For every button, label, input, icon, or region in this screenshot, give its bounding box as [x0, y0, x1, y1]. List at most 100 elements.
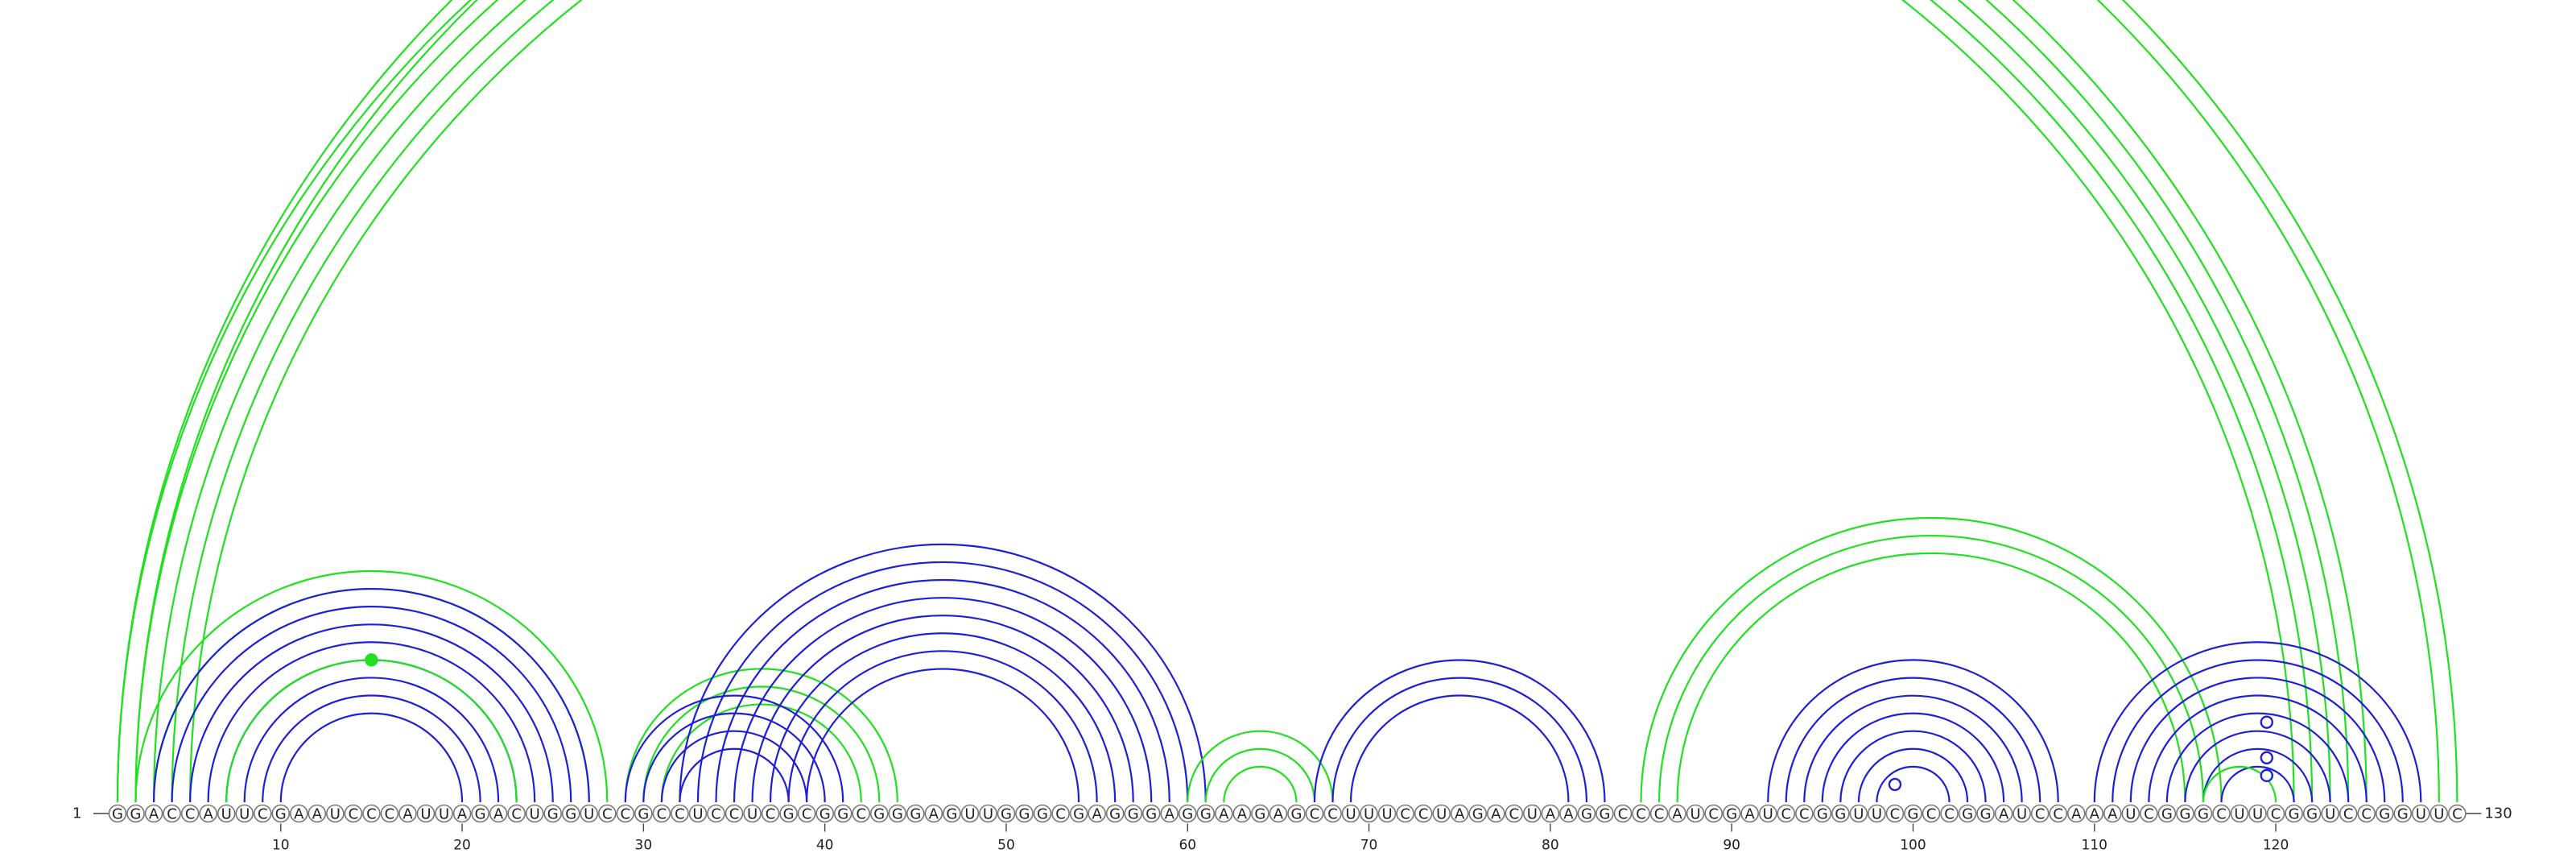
arc-green-85-117 [1640, 516, 2223, 803]
nucleotide-letter: U [1690, 806, 1701, 823]
nucleotide-59: A [1160, 804, 1179, 823]
nucleotide-127: G [2393, 804, 2413, 823]
arc-green-1-125 [116, 0, 2368, 803]
arc-blue-69-81 [1349, 694, 1570, 803]
nucleotide-23: C [507, 804, 526, 823]
arc-blue-36-57 [751, 615, 1134, 803]
nucleotide-circle [1523, 804, 1542, 823]
nucleotide-circle [1740, 804, 1759, 823]
nucleotide-93: C [1777, 804, 1796, 823]
nucleotide-60: G [1178, 804, 1197, 823]
nucleotide-circle [1813, 804, 1832, 823]
nucleotide-circle [1196, 804, 1216, 823]
nucleotide-circle [2085, 804, 2104, 823]
nucleotide-letter: C [621, 806, 631, 823]
nucleotide-letter: G [2306, 806, 2318, 823]
nucleotide-circle [1958, 804, 1977, 823]
tick-10: 10 [272, 823, 290, 854]
nucleotide-128: U [2412, 804, 2430, 823]
nucleotide-letter: G [837, 806, 848, 823]
nucleotide-circle [1922, 804, 1941, 823]
nucleotide-circle [2066, 804, 2086, 823]
nucleotide-circle [924, 804, 943, 823]
nucleotide-circle [671, 804, 689, 823]
nucleotide-circle [1831, 804, 1850, 823]
nucleotide-circle [1758, 804, 1777, 823]
arc-blue-37-56 [769, 632, 1117, 803]
nucleotide-circle [308, 804, 327, 823]
nucleotide-26: G [561, 804, 580, 823]
nucleotide-letter: U [584, 806, 594, 823]
nucleotide-circle [1649, 804, 1669, 823]
marker-5 [2260, 768, 2274, 783]
nucleotide-circle [507, 804, 526, 823]
nucleotide-letter: C [1944, 806, 1955, 823]
nucleotide-circle [1940, 804, 1959, 823]
nucleotide-letter: U [2125, 806, 2136, 823]
nucleotide-circle [2375, 804, 2394, 823]
nucleotide-letter: C [1708, 806, 1719, 823]
nucleotide-letter: A [1745, 806, 1756, 823]
nucleotide-72: C [1396, 804, 1414, 823]
nucleotide-letter: A [457, 806, 468, 823]
tick-90: 90 [1723, 823, 1740, 854]
nucleotide-circle [997, 804, 1016, 823]
nucleotide-circle [1377, 804, 1397, 823]
nucleotide-6: A [199, 804, 217, 823]
nucleotide-45: G [906, 804, 925, 823]
nucleotide-letter: G [1907, 806, 1918, 823]
nucleotide-circle [1287, 804, 1306, 823]
tick-110: 110 [2082, 823, 2107, 854]
nucleotide-letter: C [511, 806, 522, 823]
nucleotide-53: C [1051, 804, 1070, 823]
nucleotide-82: G [1577, 804, 1596, 823]
nucleotide-74: U [1432, 804, 1451, 823]
tick-label: 10 [272, 838, 290, 854]
nucleotide-letter: C [258, 806, 268, 823]
nucleotide-37: C [761, 804, 780, 823]
nucleotide-58: G [1141, 804, 1161, 823]
nucleotide-letter: A [294, 806, 304, 823]
nucleotide-letter: A [2071, 806, 2082, 823]
nucleotide-circle [1505, 804, 1524, 823]
nucleotide-letter: C [366, 806, 377, 823]
nucleotide-letter: C [2144, 806, 2154, 823]
nucleotide-circle [2103, 804, 2122, 823]
nucleotide-119: U [2248, 804, 2267, 823]
arc-blue-38-55 [787, 650, 1098, 803]
nucleotide-71: U [1377, 804, 1397, 823]
nucleotide-letter: C [711, 806, 721, 823]
nucleotide-106: U [2013, 804, 2031, 823]
nucleotide-circle [960, 804, 980, 823]
nucleotide-letter: A [929, 806, 939, 823]
tick-label: 50 [997, 838, 1015, 854]
tick-120: 120 [2263, 823, 2289, 854]
nucleotide-circle [2302, 804, 2322, 823]
nucleotide-circle [452, 804, 472, 823]
nucleotide-circle [943, 804, 961, 823]
nucleotide-letter: G [873, 806, 885, 823]
nucleotide-circle [398, 804, 417, 823]
nucleotide-circle [2448, 804, 2467, 823]
nucleotide-circle [598, 804, 617, 823]
nucleotide-circle [163, 804, 181, 823]
nucleotide-circle [344, 804, 363, 823]
arc-blue-39-54 [806, 668, 1080, 803]
nucleotide-7: U [217, 804, 236, 823]
nucleotide-circle [561, 804, 580, 823]
nucleotide-108: C [2049, 804, 2068, 823]
arc-blue-35-58 [733, 597, 1153, 803]
arc-blue-31-39 [660, 730, 808, 803]
tick-30: 30 [635, 823, 652, 854]
nucleotide-letter: C [856, 806, 866, 823]
nucleotide-circle [1486, 804, 1505, 823]
nucleotide-circle [869, 804, 889, 823]
arc-green-86-116 [1657, 534, 2205, 803]
nucleotide-87: A [1668, 804, 1686, 823]
nucleotide-letter: U [2234, 806, 2244, 823]
nucleotide-letter: G [892, 806, 903, 823]
nucleotide-80: A [1541, 804, 1560, 823]
nucleotide-circle [906, 804, 925, 823]
nucleotide-29: C [616, 804, 635, 823]
nucleotide-47: G [943, 804, 961, 823]
